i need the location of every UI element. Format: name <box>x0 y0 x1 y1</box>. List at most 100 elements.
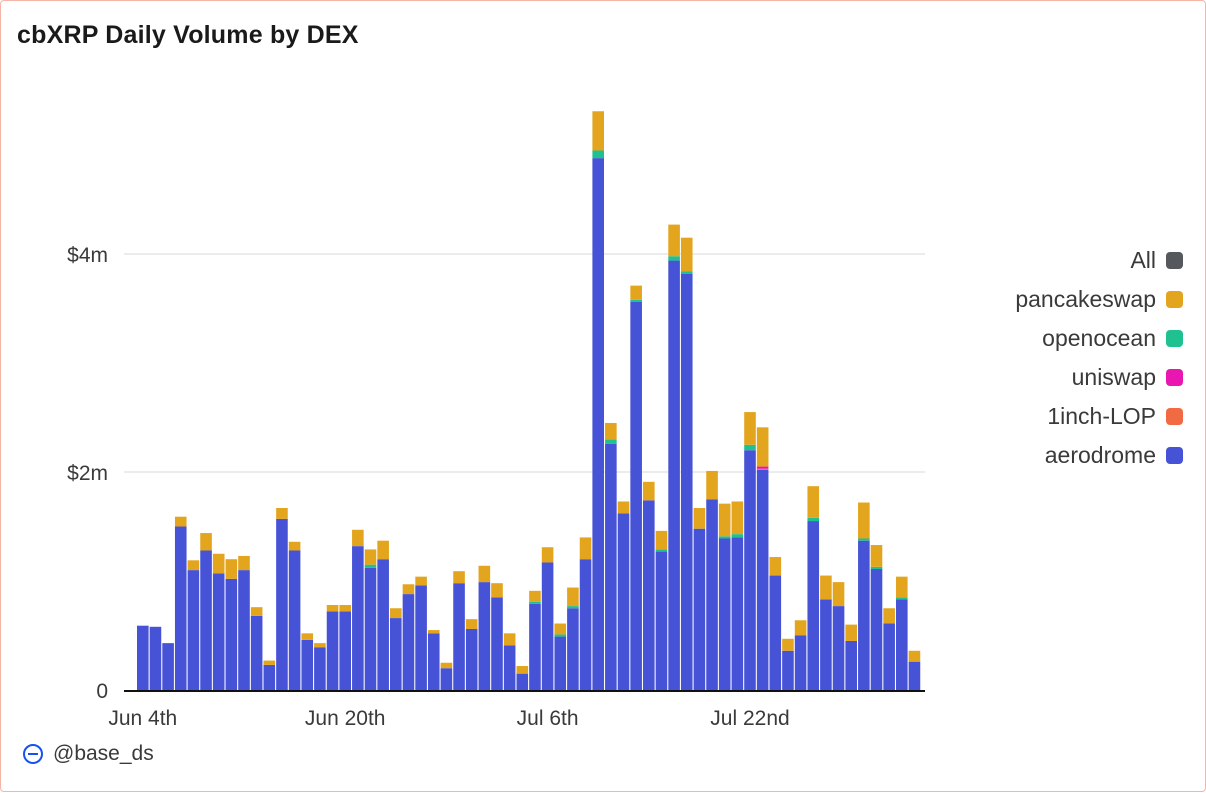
legend-item-all[interactable]: All <box>1015 241 1183 280</box>
bar-segment-pancakeswap <box>478 565 491 583</box>
bar-segment-aerodrome <box>377 559 389 690</box>
bar-segment-pancakeswap <box>314 643 326 648</box>
bar-segment-aerodrome <box>529 603 541 690</box>
legend-item-openocean[interactable]: openocean <box>1015 319 1183 358</box>
bar-segment-aerodrome <box>453 583 465 690</box>
legend-item-pancakeswap[interactable]: pancakeswap <box>1015 280 1183 319</box>
legend-swatch <box>1166 447 1183 464</box>
bar-segment-aerodrome <box>390 618 402 690</box>
bar-segment-openocean <box>592 150 604 159</box>
bar-segment-pancakeswap <box>541 547 554 563</box>
bar-segment-aerodrome <box>212 573 225 690</box>
bar-segment-aerodrome <box>643 500 655 690</box>
legend-label: 1inch-LOP <box>1047 403 1156 429</box>
bar-segment-aerodrome <box>250 615 263 690</box>
bar-segment-openocean <box>744 444 756 451</box>
x-tick-label: Jun 20th <box>305 707 386 730</box>
bar-segment-1inch-lop <box>756 468 769 470</box>
bar-segment-aerodrome <box>301 639 314 690</box>
bar-segment-aerodrome <box>870 569 883 690</box>
bar-segment-pancakeswap <box>174 516 187 527</box>
bar-segment-pancakeswap <box>491 583 503 598</box>
bar-segment-aerodrome <box>276 518 288 690</box>
bar-segment-aerodrome <box>883 623 895 690</box>
legend-label: aerodrome <box>1044 442 1156 468</box>
bar-segment-pancakeswap <box>377 540 389 560</box>
bar-segment-pancakeswap <box>908 650 921 662</box>
bar-segment-aerodrome <box>478 582 491 690</box>
bar-segment-pancakeswap <box>643 481 655 501</box>
bar-segment-openocean <box>680 271 693 274</box>
bar-segment-aerodrome <box>845 640 857 690</box>
bar-segment-aerodrome <box>706 499 718 690</box>
bar-segment-aerodrome <box>832 606 845 690</box>
legend-label: pancakeswap <box>1015 286 1156 312</box>
bar-segment-pancakeswap <box>820 575 832 600</box>
bar-segment-aerodrome <box>807 521 820 690</box>
bar-segment-openocean <box>858 538 870 541</box>
base-logo-icon <box>23 744 43 764</box>
bar-segment-pancakeswap <box>250 607 263 616</box>
bar-segment-openocean <box>807 517 820 522</box>
bar-segment-aerodrome <box>579 559 592 690</box>
bar-segment-aerodrome <box>554 636 567 690</box>
bar-segment-aerodrome <box>516 673 529 690</box>
bar-segment-pancakeswap <box>465 619 478 629</box>
bar-segment-pancakeswap <box>276 507 288 519</box>
bar-segment-aerodrome <box>820 599 832 690</box>
legend-label: openocean <box>1042 325 1156 351</box>
bar-segment-pancakeswap <box>870 545 883 567</box>
bar-segment-pancakeswap <box>326 604 339 612</box>
bar-segment-aerodrome <box>782 650 794 690</box>
bar-segment-openocean <box>364 564 377 568</box>
bar-segment-pancakeswap <box>807 486 820 518</box>
bar-segment-pancakeswap <box>579 537 592 560</box>
bar-segment-aerodrome <box>744 450 756 690</box>
bar-segment-aerodrome <box>756 469 769 690</box>
bar-segment-pancakeswap <box>706 470 718 500</box>
bar-segment-aerodrome <box>858 540 870 690</box>
bar-segment-pancakeswap <box>339 604 351 612</box>
bar-segment-pancakeswap <box>212 553 225 574</box>
bar-segment-aerodrome <box>162 643 174 690</box>
footer: @base_ds <box>23 742 154 766</box>
bar-segment-pancakeswap <box>630 285 642 300</box>
legend-swatch <box>1166 330 1183 347</box>
bar-segment-aerodrome <box>465 628 478 690</box>
bar-segment-openocean <box>655 549 668 552</box>
bar-segment-pancakeswap <box>845 624 857 641</box>
bar-segment-pancakeswap <box>896 576 908 598</box>
bar-segment-pancakeswap <box>605 422 617 440</box>
bar-segment-pancakeswap <box>567 587 579 607</box>
y-tick-label: 0 <box>96 680 108 703</box>
bar-segment-pancakeswap <box>402 584 415 595</box>
x-tick-label: Jul 22nd <box>710 707 789 730</box>
bar-segment-pancakeswap <box>225 559 238 579</box>
bar-segment-pancakeswap <box>187 560 200 571</box>
bar-segment-aerodrome <box>352 546 364 690</box>
bar-segment-aerodrome <box>174 526 187 690</box>
legend-swatch <box>1166 408 1183 425</box>
bar-segment-pancakeswap <box>756 427 769 467</box>
x-tick-label: Jun 4th <box>108 707 177 730</box>
bar-segment-pancakeswap <box>832 582 845 607</box>
bar-segment-pancakeswap <box>427 630 440 634</box>
bar-segment-aerodrome <box>630 301 642 690</box>
legend-item-aerodrome[interactable]: aerodrome <box>1015 436 1183 475</box>
bar-segment-pancakeswap <box>668 224 680 257</box>
legend-label: uniswap <box>1071 364 1156 390</box>
bar-segment-aerodrome <box>668 260 680 690</box>
legend-swatch <box>1166 369 1183 386</box>
bar-segment-aerodrome <box>718 538 731 690</box>
legend-item-1inch-lop[interactable]: 1inch-LOP <box>1015 397 1183 436</box>
bar-segment-pancakeswap <box>617 501 630 514</box>
bar-segment-pancakeswap <box>263 660 276 665</box>
legend-item-uniswap[interactable]: uniswap <box>1015 358 1183 397</box>
bar-segment-aerodrome <box>731 537 744 690</box>
bar-segment-pancakeswap <box>718 503 731 537</box>
bar-segment-aerodrome <box>440 668 453 690</box>
bar-segment-pancakeswap <box>288 541 301 551</box>
bar-segment-pancakeswap <box>794 620 807 636</box>
bar-segment-pancakeswap <box>592 111 604 151</box>
